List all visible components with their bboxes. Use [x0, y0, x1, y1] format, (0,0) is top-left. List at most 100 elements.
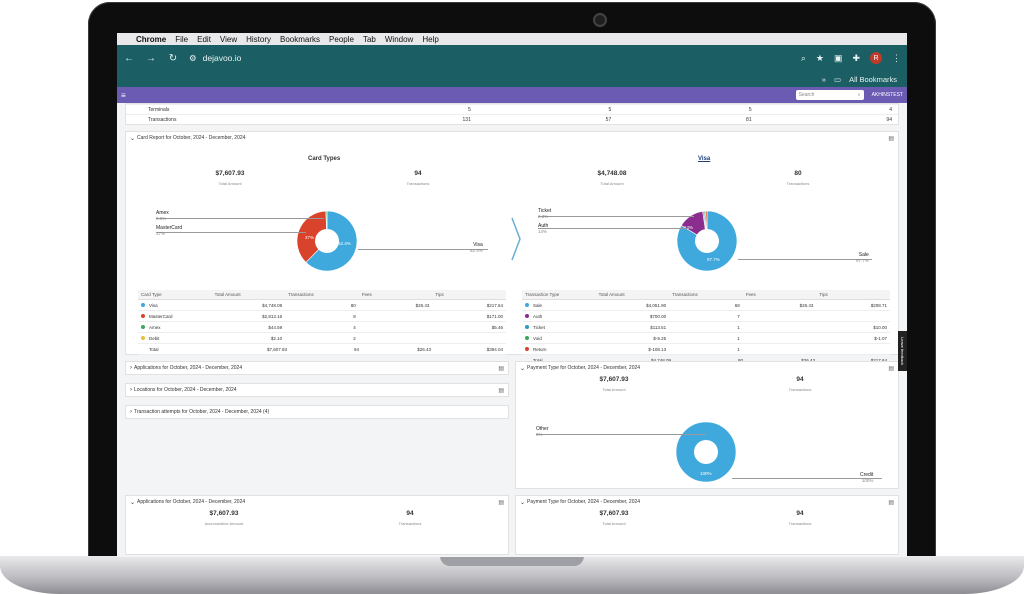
total-amount-label: Total Amount [600, 181, 624, 186]
transaction-attempts-section[interactable]: › Transaction attempts for October, 2024 … [125, 405, 509, 419]
total-amount-value: $7,607.93 [215, 170, 245, 177]
menubar-file[interactable]: File [175, 34, 189, 44]
col-header[interactable]: Card Type [141, 292, 162, 297]
export-icon[interactable]: ▤ [888, 365, 894, 372]
cell: 7 [737, 313, 740, 319]
card-types-donut: 37% 62.4% [296, 210, 358, 272]
menubar-edit[interactable]: Edit [197, 34, 211, 44]
export-icon[interactable]: ▤ [888, 499, 894, 506]
label-name: Credit [860, 472, 874, 478]
chevron-down-icon[interactable]: ⌄ [130, 135, 136, 142]
col-header[interactable]: Fees [745, 292, 756, 297]
chevron-down-icon[interactable]: ⌄ [520, 365, 526, 372]
section-title: Applications for October, 2024 - Decembe… [134, 365, 243, 371]
row-name: Return [533, 346, 547, 352]
payment-total-metric-2: $7,607.93 Total Amount [592, 510, 636, 526]
col-header[interactable]: Transactions [672, 292, 698, 297]
forward-icon[interactable]: → [146, 52, 156, 64]
hamburger-icon[interactable]: ≡ [121, 90, 126, 100]
locations-section[interactable]: › Locations for October, 2024 - December,… [125, 383, 509, 397]
row-label: Terminals [148, 106, 170, 113]
col-header[interactable]: Tips [819, 292, 828, 297]
chevron-down-icon[interactable]: ⌄ [130, 499, 136, 506]
visa-transactions-metric: 80 Transactions [778, 170, 818, 186]
applications-header[interactable]: ⌄ Applications for October, 2024 - Decem… [126, 496, 508, 508]
leader-line [156, 218, 324, 219]
label-pct: 37% [156, 231, 166, 236]
puzzle-icon[interactable]: ✚ [852, 52, 860, 63]
col-header[interactable]: Transactions [288, 292, 314, 297]
legend-dot [141, 336, 145, 341]
pie-slice-mastercard[interactable] [296, 210, 328, 263]
applications-section[interactable]: › Applications for October, 2024 - Decemb… [125, 361, 509, 375]
export-icon[interactable]: ▤ [498, 387, 504, 394]
cell: $-9.25 [653, 335, 667, 341]
chevron-right-icon[interactable]: › [130, 365, 132, 371]
applications-transactions-metric: 94 Transactions [388, 510, 432, 526]
card-report-panel: ⌄ Card Report for October, 2024 - Decemb… [125, 131, 899, 366]
menubar-app[interactable]: Chrome [136, 34, 167, 44]
card-report-header[interactable]: ⌄ Card Report for October, 2024 - Decemb… [126, 132, 898, 144]
export-icon[interactable]: ▤ [888, 135, 894, 142]
col-header[interactable]: Tips [435, 292, 444, 297]
cell: Visa [138, 303, 212, 308]
legend-dot [525, 336, 529, 341]
zoom-icon[interactable]: ⌕ [800, 52, 806, 63]
cell: 57 [605, 116, 612, 123]
menubar-history[interactable]: History [246, 34, 272, 44]
profile-avatar[interactable]: R [870, 52, 882, 64]
reload-icon[interactable]: ↻ [168, 52, 178, 64]
chevron-right-icon[interactable]: › [130, 387, 132, 393]
total-cell: $4,748.09 [650, 357, 671, 363]
cell: MasterCard [138, 314, 212, 319]
export-icon[interactable]: ▤ [498, 365, 504, 372]
menubar-bookmarks[interactable]: Bookmarks [280, 34, 321, 44]
user-menu[interactable]: AKHINSTEST [871, 92, 903, 98]
visa-title[interactable]: Visa [698, 156, 711, 162]
menubar-tab[interactable]: Tab [362, 34, 376, 44]
slice-label-auth: 14% [684, 225, 693, 230]
total-amount-label: Total Amount [602, 387, 626, 392]
laptop-notch [440, 556, 584, 566]
section-title: Locations for October, 2024 - December, … [134, 387, 237, 393]
leader-line [732, 478, 882, 479]
table-row: Terminals 5 5 5 4 [126, 104, 898, 114]
extension-icon[interactable]: ▣ [833, 52, 843, 63]
cell: $2,813.16 [262, 313, 283, 319]
cell: 1 [737, 335, 740, 341]
address-bar[interactable]: ⚙ dejavoo.io [189, 53, 791, 64]
applications-title: Applications for October, 2024 - Decembe… [137, 499, 246, 505]
export-icon[interactable]: ▤ [498, 499, 504, 506]
all-bookmarks[interactable]: All Bookmarks [849, 74, 897, 84]
site-settings-icon[interactable]: ⚙ [189, 52, 197, 63]
donut-hole [694, 440, 718, 464]
col-header[interactable]: Transaction Type [525, 292, 560, 297]
menubar-view[interactable]: View [219, 34, 238, 44]
cell: $113.51 [650, 324, 667, 330]
screen: Chrome File Edit View History Bookmarks … [117, 33, 907, 557]
search-input[interactable]: Search ⌕ [795, 90, 864, 100]
payment-transactions-metric-2: 94 Transactions [778, 510, 822, 526]
chevron-double-right-icon[interactable]: » [821, 74, 826, 84]
star-icon[interactable]: ★ [815, 52, 824, 63]
col-header[interactable]: Total Amount [598, 292, 625, 297]
payment-transactions-metric: 94 Transactions [778, 376, 822, 392]
menubar-people[interactable]: People [329, 34, 354, 44]
chevron-down-icon[interactable]: ⌄ [520, 499, 526, 506]
chevron-right-icon[interactable]: › [130, 409, 132, 415]
col-header[interactable]: Total Amount [214, 292, 241, 297]
drilldown-arrow-icon[interactable] [510, 216, 522, 262]
menubar-help[interactable]: Help [422, 34, 439, 44]
payment-type-header[interactable]: ⌄ Payment Type for October, 2024 - Decem… [516, 362, 898, 374]
search-icon[interactable]: ⌕ [857, 92, 861, 98]
leave-feedback-button[interactable]: Leave feedback [898, 331, 907, 371]
payment-total-metric: $7,607.93 Total Amount [592, 376, 636, 392]
more-menu-icon[interactable]: ⋮ [892, 52, 901, 63]
total-cell: $26.43 [801, 357, 815, 363]
label-visa: Visa 62.4% [470, 242, 483, 253]
col-header[interactable]: Fees [361, 292, 372, 297]
menubar-window[interactable]: Window [384, 34, 414, 44]
row-name: MasterCard [149, 313, 173, 319]
back-icon[interactable]: ← [124, 52, 134, 64]
payment-type-header-2[interactable]: ⌄ Payment Type for October, 2024 - Decem… [516, 496, 898, 508]
